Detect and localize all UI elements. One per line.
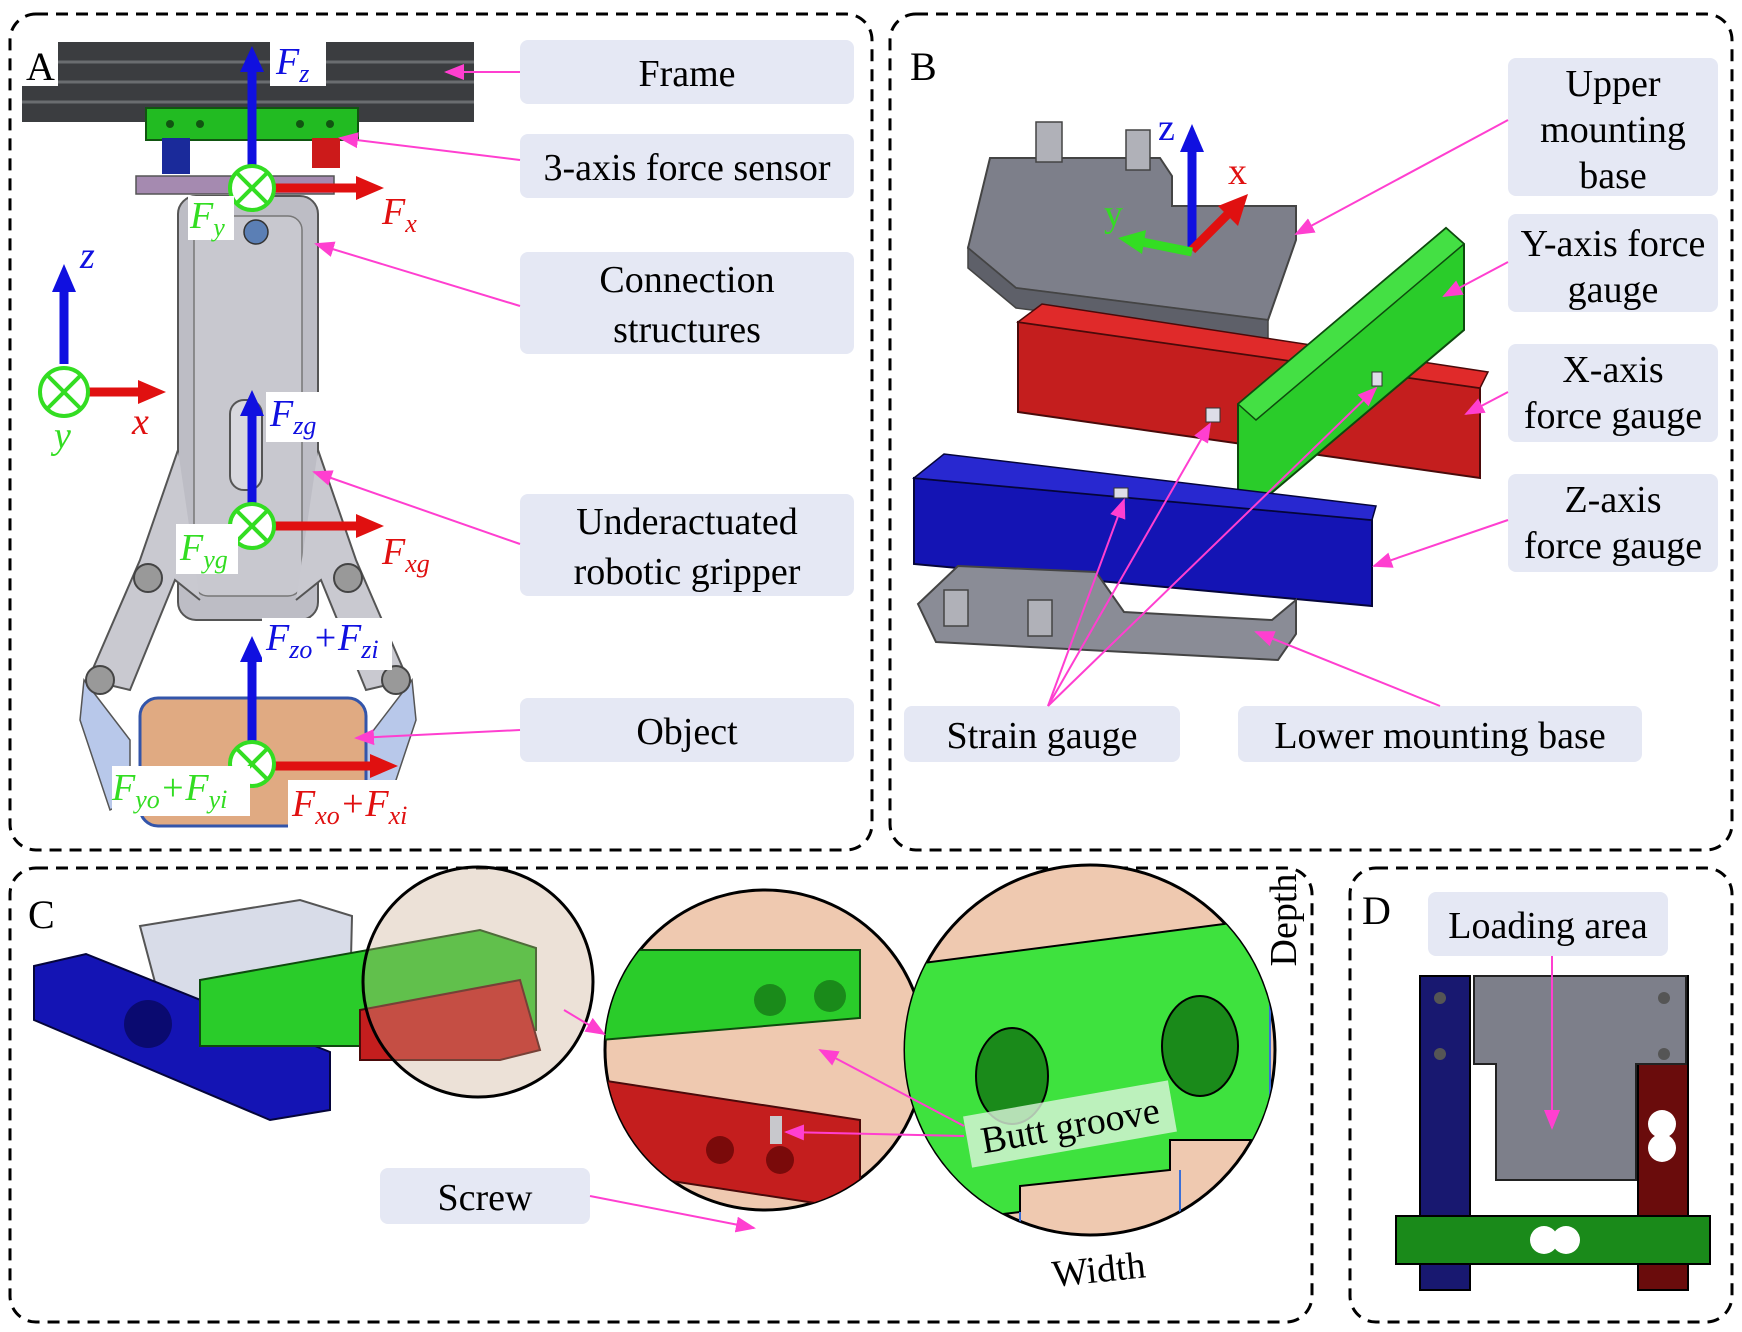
fz-label: F (275, 41, 300, 83)
label-gripper-1: Underactuated (576, 501, 798, 543)
label-upper-box (1508, 58, 1718, 196)
label-screw-box (380, 1168, 590, 1224)
svg-text:Fx: Fx (381, 191, 417, 238)
fxi-label: F (364, 783, 389, 825)
svg-text:Fy: Fy (189, 195, 225, 242)
panel-c-label: C (28, 892, 55, 937)
fyg-label: F (179, 527, 204, 569)
fzg-label: F (269, 393, 294, 435)
fyi-sub: yi (206, 785, 228, 814)
axis-y-label: y (50, 415, 71, 457)
svg-text:Fxg: Fxg (381, 531, 430, 578)
label-frame-box (520, 40, 854, 104)
fy-label: F (189, 195, 214, 237)
b-axis-z: z (1158, 107, 1175, 149)
c-red-gauge (359, 978, 542, 1061)
panel-b: B z x y Upper mou (904, 44, 1718, 762)
panel-a: A Fz Fx Fy (22, 40, 854, 832)
label-zaxis-1: Z-axis (1564, 479, 1661, 521)
panel-a-label: A (26, 44, 55, 89)
label-loading-box (1428, 892, 1668, 956)
panel-d-border (1348, 866, 1734, 1324)
fxo-sub: xo (314, 801, 340, 830)
lower-base-shape (916, 564, 1297, 662)
label-gripper-2: robotic gripper (574, 551, 801, 593)
label-zaxis-2: force gauge (1524, 525, 1702, 567)
panel-d: D Loading area (1362, 888, 1711, 1291)
label-width: Width (1050, 1244, 1147, 1296)
d-base (1473, 975, 1687, 1181)
panel-a-border (8, 12, 874, 852)
label-upper-3: base (1579, 155, 1647, 197)
b-axis-y: y (1104, 193, 1123, 235)
fyg-sub: yg (200, 545, 228, 574)
axis-x-label: x (131, 401, 149, 443)
svg-text:Fzo+Fzi: Fzo+Fzi (265, 617, 379, 664)
fzo-label: F (265, 617, 290, 659)
label-frame: Frame (638, 53, 735, 95)
fyi-label: F (184, 767, 209, 809)
fx-sub: x (404, 209, 417, 238)
c-zoom-small (361, 865, 595, 1099)
fzi-label: F (337, 617, 362, 659)
fxg-sub: xg (404, 549, 430, 578)
svg-text:Fzg: Fzg (269, 393, 316, 440)
fy-sub: y (210, 213, 225, 242)
fzi-sub: zi (360, 635, 378, 664)
label-object-box (520, 698, 854, 762)
label-depth: Depth (1263, 874, 1305, 967)
label-yaxis-2: gauge (1568, 269, 1659, 311)
svg-text:Fxo+Fxi: Fxo+Fxi (291, 783, 407, 830)
label-zaxis-box (1508, 474, 1718, 572)
label-loading: Loading area (1448, 905, 1648, 947)
label-lower: Lower mounting base (1274, 715, 1605, 757)
label-sensor: 3-axis force sensor (543, 147, 830, 189)
label-lower-box (1238, 706, 1642, 762)
panel-c: C (28, 863, 1305, 1296)
svg-text:Fz: Fz (275, 41, 309, 88)
c-blue-gauge (33, 952, 331, 1122)
label-connection-1: Connection (599, 259, 774, 301)
label-screw: Screw (438, 1177, 534, 1219)
axis-z-label: z (79, 235, 95, 277)
label-strain: Strain gauge (946, 715, 1137, 757)
label-xaxis-1: X-axis (1562, 349, 1663, 391)
label-upper-1: Upper (1566, 63, 1661, 105)
panel-c-border (8, 866, 1314, 1324)
fxi-sub: xi (388, 801, 408, 830)
label-connection-2: structures (613, 309, 761, 351)
fx-label: F (381, 191, 406, 233)
label-strain-box (904, 706, 1180, 762)
fzo-sub: zo (288, 635, 312, 664)
svg-text:Fyo+Fyi: Fyo+Fyi (111, 767, 227, 814)
label-sensor-box (520, 134, 854, 198)
label-connection-box (520, 252, 854, 354)
label-yaxis-box (1508, 214, 1718, 312)
panel-d-label: D (1362, 888, 1391, 933)
panel-b-label: B (910, 44, 937, 89)
label-xaxis-2: force gauge (1524, 395, 1702, 437)
fx-plus: + (340, 783, 366, 825)
fz-sub: z (298, 59, 309, 88)
panel-b-border (888, 12, 1734, 852)
svg-text:Fyg: Fyg (179, 527, 228, 574)
label-yaxis-1: Y-axis force (1521, 223, 1706, 265)
fyo-sub: yo (132, 785, 160, 814)
fxo-label: F (291, 783, 316, 825)
label-object: Object (636, 711, 738, 753)
fy-plus: + (160, 767, 186, 809)
label-xaxis-box (1508, 344, 1718, 442)
fyo-label: F (111, 767, 136, 809)
fxg-label: F (381, 531, 406, 573)
label-gripper-box (520, 494, 854, 596)
b-axis-x: x (1228, 151, 1247, 193)
fzg-sub: zg (292, 411, 316, 440)
fz-plus: + (312, 617, 338, 659)
label-upper-2: mounting (1540, 109, 1686, 151)
